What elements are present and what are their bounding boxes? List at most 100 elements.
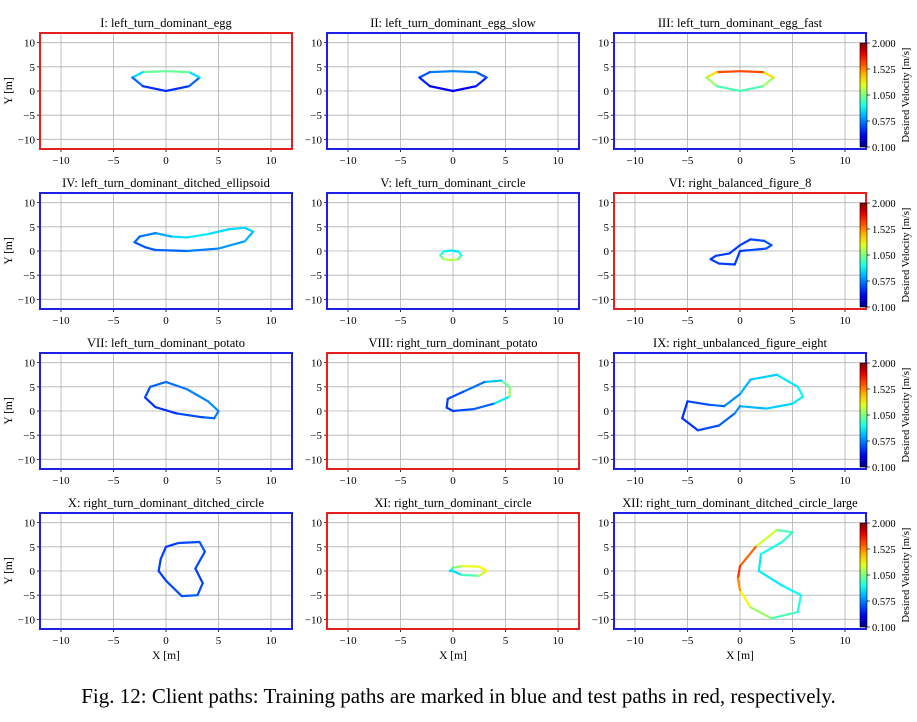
y-tick-label: −10 [305,134,323,146]
path-segment [738,85,765,93]
x-tick-label: 5 [216,635,222,647]
path-segment [445,397,449,409]
y-tick-label: −5 [310,430,322,442]
path-segment [780,584,803,597]
x-tick-label: 5 [503,315,509,327]
y-tick-label: 0 [30,566,36,578]
colorbar-tick-label: 0.100 [872,623,896,634]
x-tick-label: −10 [52,315,70,327]
colorbar-tick-label: 0.100 [872,463,896,474]
colorbar: 2.000 1.525 1.050 0.575 0.100 Desired Velocit… [859,199,912,314]
path-segment [451,565,463,569]
y-tick-label: 10 [24,198,36,210]
x-tick-label: 5 [216,315,222,327]
path-segment [185,247,220,253]
y-tick-label: 5 [317,382,323,394]
subplot-title: II: left_turn_dominant_egg_slow [370,16,536,30]
subplot-12: XII: right_turn_dominant_ditched_circle_… [592,496,867,662]
x-tick-label: −5 [395,155,407,167]
path-segment [763,239,773,247]
path-segment [738,70,765,74]
subplot-11: XI: right_turn_dominant_circle −10 −5 0 5 10 −… [305,496,580,662]
subplot-10: X: right_turn_dominant_ditched_circle −10… [3,496,293,662]
x-tick-label: 5 [503,155,509,167]
y-tick-label: 0 [30,86,36,98]
path-segment [765,402,794,410]
colorbar-scale [859,522,868,628]
y-tick-label: −10 [305,614,323,626]
x-tick-label: 5 [216,155,222,167]
y-tick-label: −10 [18,294,36,306]
path-segment [714,252,731,257]
path-segment [141,70,168,74]
path-segment [749,238,766,242]
colorbar-tick-label: 0.575 [872,597,896,608]
x-tick-label: 0 [450,315,456,327]
path-segment [780,531,794,544]
y-tick-label: 5 [317,62,323,74]
subplot-title: III: left_turn_dominant_egg_fast [658,16,823,30]
subplot-title: IV: left_turn_dominant_ditched_ellipsoid [62,176,270,190]
path-segment [227,226,246,231]
x-tick-label: −5 [108,155,120,167]
y-tick-label: 10 [24,358,36,370]
path-line [133,226,255,253]
path-line [445,379,511,413]
x-tick-label: 0 [163,155,169,167]
path-segment [141,85,168,93]
path-segment [478,569,488,577]
path-segment [475,76,488,88]
path-segment [164,85,191,93]
colorbar-tick-label: 2.000 [872,199,896,210]
path-segment [483,379,503,384]
x-tick-label: 5 [790,635,796,647]
x-tick-label: 0 [450,635,456,647]
path-segment [738,545,757,568]
x-tick-label: 0 [450,155,456,167]
colorbar-tick-label: 0.575 [872,437,896,448]
x-tick-label: 10 [266,155,278,167]
y-tick-label: 10 [311,358,323,370]
y-tick-label: 5 [604,542,610,554]
y-tick-label: −5 [597,110,609,122]
y-tick-label: −5 [23,590,35,602]
figure: I: left_turn_dominant_egg −10 −5 0 5 10 −10 −5 0… [3,16,912,662]
path-segment [749,606,773,620]
subplot-title: X: right_turn_dominant_ditched_circle [68,496,265,510]
path-segment [159,545,168,561]
x-tick-label: −5 [395,475,407,487]
y-tick-label: 10 [598,198,610,210]
colorbar: 2.000 1.525 1.050 0.575 0.100 Desired Velocit… [859,359,912,474]
colorbar-tick-label: 1.525 [872,65,896,76]
x-tick-label: 10 [553,475,565,487]
x-tick-label: −10 [626,315,644,327]
path-segment [493,395,511,405]
y-axis-label: Y [m] [3,557,15,584]
y-tick-label: 0 [317,86,323,98]
path-segment [194,567,204,585]
path-segment [733,249,742,266]
x-tick-label: 0 [737,155,743,167]
path-segment [243,230,255,243]
y-tick-label: 0 [30,406,36,418]
y-tick-label: 5 [30,222,36,234]
y-tick-label: 0 [317,406,323,418]
path-segment [133,235,141,244]
path-segment [709,258,721,265]
y-tick-label: 5 [604,382,610,394]
path-segment [738,589,752,609]
subplot-1: I: left_turn_dominant_egg −10 −5 0 5 10 −10 −5 0… [3,16,293,167]
path-line [709,238,773,266]
subplot-title: VI: right_balanced_figure_8 [669,176,812,190]
path-segment [478,565,488,573]
x-tick-label: 5 [503,475,509,487]
path-segment [445,406,455,413]
y-tick-label: 0 [30,246,36,258]
path-segment [761,71,775,79]
path-segment [131,76,144,88]
path-segment [442,249,452,253]
x-tick-label: 10 [553,315,565,327]
y-tick-label: −10 [592,614,610,626]
colorbar-tick-label: 1.050 [872,411,896,422]
x-tick-label: −10 [52,635,70,647]
